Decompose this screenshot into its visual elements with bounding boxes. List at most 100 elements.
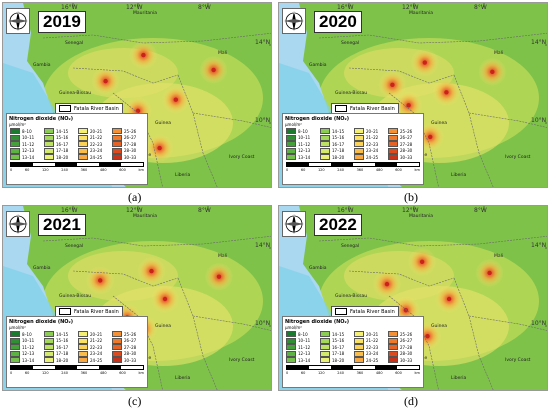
- legend-item-label: 21–22: [90, 135, 103, 141]
- legend-item-label: 17–18: [332, 148, 345, 154]
- legend-item-label: 20–21: [90, 128, 103, 134]
- legend-swatch: [112, 154, 122, 161]
- legend-item: 17–18: [320, 147, 354, 155]
- no2-legend: Nitrogen dioxide (NO₂) μmol/m² 8–10 10–11 11…: [6, 113, 148, 185]
- legend-item: 8–10: [10, 128, 44, 135]
- north-arrow-icon: N: [6, 8, 30, 34]
- legend-item: 26–27: [112, 134, 146, 142]
- legend-item: 20–21: [78, 331, 112, 338]
- legend-swatch: [354, 154, 364, 161]
- country-border: [72, 270, 179, 287]
- legend-item-label: 11–12: [22, 141, 35, 147]
- legend-item: 11–12: [286, 344, 320, 351]
- legend-item-label: 12–13: [298, 148, 311, 154]
- legend-item-label: 22–23: [90, 344, 103, 350]
- legend-swatch: [44, 350, 54, 357]
- legend-item-label: 16–17: [332, 344, 345, 350]
- scale-track: [286, 162, 420, 167]
- basin-swatch: [335, 105, 347, 112]
- place-label: Guinea: [155, 121, 171, 126]
- legend-swatch: [78, 331, 88, 338]
- country-border: [177, 277, 218, 390]
- legend-item-label: 26–27: [400, 338, 413, 344]
- scale-segment: [331, 163, 353, 166]
- scale-label: 360: [80, 168, 88, 172]
- legend-swatch: [354, 141, 364, 148]
- longitude-label: 16°W: [61, 4, 78, 11]
- scale-segment: [309, 163, 331, 166]
- legend-item: 13–14: [10, 154, 44, 161]
- country-border: [192, 315, 271, 331]
- scale-label: 120: [317, 371, 325, 375]
- legend-item-label: 14–15: [56, 331, 69, 337]
- no2-peak: [444, 90, 449, 95]
- no2-peak: [216, 274, 222, 279]
- legend-item-label: 23–24: [90, 148, 103, 154]
- legend-swatch: [320, 134, 330, 141]
- longitude-label: 8°W: [474, 207, 487, 214]
- legend-item: 13–14: [286, 357, 320, 364]
- legend-item: 25–26: [388, 128, 422, 135]
- legend-item: 23–24: [354, 147, 388, 155]
- legend-swatch: [10, 357, 20, 364]
- legend-swatch: [44, 134, 54, 141]
- legend-item-label: 15–16: [56, 135, 69, 141]
- country-border: [453, 74, 494, 187]
- scale-label: 60: [24, 168, 30, 172]
- legend-item-label: 18–20: [332, 154, 345, 160]
- panel-caption: (b): [404, 190, 418, 204]
- legend-swatch: [388, 134, 398, 141]
- legend-item: 28–30: [112, 350, 146, 358]
- scale-label: km: [138, 168, 144, 172]
- year-label: 2022: [314, 214, 362, 236]
- legend-item-label: 24–25: [366, 357, 379, 363]
- country-border: [453, 277, 494, 390]
- scale-label: 360: [356, 168, 364, 172]
- legend-item-label: 23–24: [366, 351, 379, 357]
- legend-swatch: [78, 154, 88, 161]
- legend-item-label: 11–12: [22, 344, 35, 350]
- no2-peak: [157, 145, 162, 151]
- basin-legend-label: Fatala River Basin: [350, 105, 395, 112]
- legend-item: 25–26: [112, 331, 146, 338]
- legend-item: 8–10: [286, 128, 320, 135]
- place-label: Mauritania: [133, 214, 157, 219]
- legend-item-label: 23–24: [366, 148, 379, 154]
- legend-unit: μmol/m²: [9, 122, 26, 127]
- scale-segment: [77, 366, 99, 369]
- legend-swatch: [112, 350, 122, 357]
- legend-item-label: 30–33: [400, 154, 413, 160]
- legend-item-label: 26–27: [124, 135, 137, 141]
- no2-peak: [141, 52, 146, 58]
- legend-unit: μmol/m²: [9, 325, 26, 330]
- legend-item: 15–16: [320, 337, 354, 345]
- scale-label: 240: [337, 168, 344, 172]
- legend-item: 11–12: [10, 344, 44, 351]
- legend-swatch: [320, 128, 330, 135]
- legend-item-label: 8–10: [298, 331, 308, 337]
- scale-label: 240: [61, 168, 68, 172]
- legend-item: 20–21: [78, 128, 112, 135]
- legend-swatch: [112, 147, 122, 154]
- legend-item: 13–14: [10, 357, 44, 364]
- legend-swatch: [286, 331, 296, 338]
- place-label: Ivory Coast: [229, 358, 255, 363]
- legend-grid: 8–10 10–11 11–12 12–13 13–14 14–15 15–16 16–17 1…: [286, 128, 422, 161]
- map-panel: 16°W 12°W 8°W 14°N 10°N Mauritania Senegal Mali…: [2, 205, 272, 391]
- legend-swatch: [44, 147, 54, 154]
- scale-segment: [353, 163, 375, 166]
- legend-swatch: [388, 147, 398, 154]
- year-label: 2019: [38, 11, 86, 33]
- legend-item: 12–13: [10, 350, 44, 358]
- legend-item: 28–30: [112, 147, 146, 155]
- no2-peak: [419, 259, 425, 264]
- legend-item: 12–13: [10, 147, 44, 155]
- place-label: Mali: [494, 254, 504, 259]
- scale-label: 600: [395, 371, 402, 375]
- legend-swatch: [10, 344, 20, 351]
- country-border: [192, 112, 271, 128]
- legend-item-label: 10–11: [298, 135, 311, 141]
- legend-item: 15–16: [44, 337, 78, 345]
- scale-label: 480: [99, 168, 107, 172]
- longitude-label: 12°W: [402, 207, 419, 214]
